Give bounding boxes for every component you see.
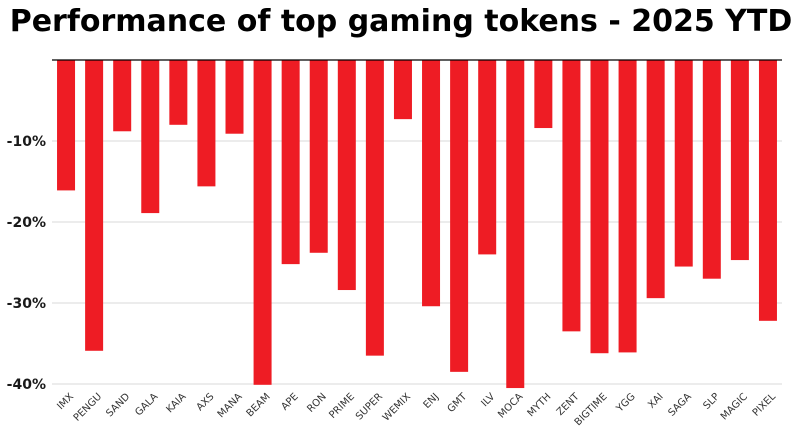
bar [618, 60, 637, 353]
y-tick-label: -20% [7, 215, 46, 231]
bar [113, 60, 132, 132]
x-tick-label: IMX [55, 391, 76, 412]
bar [85, 60, 104, 351]
bar [422, 60, 441, 307]
chart-title: Performance of top gaming tokens - 2025 … [9, 4, 793, 39]
x-tick-label: SLP [701, 391, 721, 411]
bar [337, 60, 356, 291]
bar [506, 60, 525, 389]
bar [309, 60, 328, 253]
bar [57, 60, 76, 191]
x-tick-label: GMT [446, 391, 470, 415]
bars [57, 60, 777, 389]
y-tick-label: -30% [7, 296, 46, 312]
bar [141, 60, 160, 214]
x-tick-label: ILV [479, 391, 497, 409]
x-tick-label: APE [279, 391, 300, 412]
x-tick-label: MOCA [496, 391, 525, 420]
y-tick-label: -40% [7, 377, 46, 393]
x-tick-label: MAGIC [719, 391, 750, 422]
x-tick-label: GALA [133, 391, 160, 418]
bar [253, 60, 272, 385]
x-tick-label: YGG [614, 391, 638, 415]
x-tick-label: PRIME [327, 391, 357, 421]
x-tick-label: BEAM [245, 391, 273, 419]
x-tick-label: SAND [104, 391, 132, 419]
x-tick-label: MANA [216, 391, 245, 420]
bar [365, 60, 384, 356]
y-axis-ticks: -10% -20% -30% -40% [7, 134, 46, 393]
bar [562, 60, 581, 332]
gridlines [52, 140, 782, 385]
x-tick-label: SUPER [354, 391, 385, 422]
x-tick-label: PENGU [72, 391, 104, 423]
bar [197, 60, 216, 187]
x-tick-label: MYTH [526, 391, 554, 419]
x-tick-label: WEMIX [381, 391, 413, 423]
bar [730, 60, 749, 261]
x-tick-label: ENJ [422, 391, 442, 411]
y-tick-label: -10% [7, 134, 46, 150]
bar [590, 60, 609, 354]
bar [169, 60, 188, 125]
bar [758, 60, 777, 321]
bar [674, 60, 693, 267]
bar [702, 60, 721, 279]
bar [225, 60, 244, 134]
x-tick-label: KAIA [164, 391, 188, 415]
bar [281, 60, 300, 265]
bar [393, 60, 412, 120]
bar [450, 60, 469, 372]
x-tick-label: RON [305, 391, 329, 415]
x-tick-label: SAGA [666, 391, 694, 419]
x-tick-label: PIXEL [751, 391, 779, 419]
bar [478, 60, 497, 255]
x-tick-label: AXS [195, 391, 217, 413]
x-tick-label: XAI [646, 391, 666, 411]
bar [534, 60, 553, 129]
bar [646, 60, 665, 299]
